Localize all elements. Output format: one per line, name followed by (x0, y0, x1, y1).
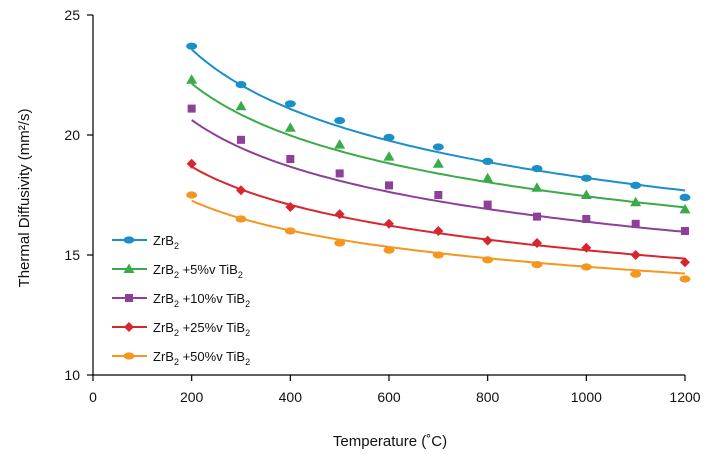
series-5-point (432, 251, 444, 259)
series-5-point (630, 270, 642, 278)
x-axis-label: Temperature (˚C) (333, 433, 447, 450)
x-tick-label: 800 (476, 389, 500, 405)
x-tick-label: 1200 (669, 389, 700, 405)
series-4-point (532, 238, 542, 248)
series-4-point (680, 257, 690, 268)
legend-item-2: ZrB2 +5%v TiB2 (112, 262, 243, 280)
series-3-point (582, 215, 591, 223)
legend-swatch-marker (124, 322, 134, 332)
series-4-point (334, 209, 345, 220)
series-5-point (679, 275, 691, 283)
axes: 0 200 400 600 800 1000 1200 10 15 20 25 (64, 7, 700, 405)
series-2-point (580, 189, 592, 199)
series-1-point (679, 193, 691, 201)
series-2-point (235, 100, 247, 111)
legend-label: ZrB2 +10%v TiB2 (153, 291, 250, 309)
series-3-point (631, 219, 640, 228)
series-5-point (284, 227, 296, 235)
legend: ZrB2 ZrB2 +5%v TiB2 ZrB2 +10%v TiB2 ZrB2 +2… (112, 233, 250, 367)
series-1-trend-line (191, 48, 686, 192)
series-3-point (286, 155, 295, 163)
series-2-point (531, 182, 543, 192)
series-5-point (482, 256, 494, 264)
y-tick-label: 25 (64, 7, 80, 23)
series-1-point (235, 81, 247, 89)
series-5-trend-line (191, 199, 686, 275)
plot-area (186, 42, 691, 283)
series-2-point (679, 203, 691, 214)
series-1 (186, 42, 691, 201)
series-2-point (482, 172, 494, 183)
y-tick-label: 20 (64, 127, 80, 143)
series-3-point (483, 200, 492, 209)
series-2-point (334, 139, 346, 149)
series-2-point (383, 151, 395, 161)
series-3-point (533, 212, 541, 221)
series-3-point (681, 227, 689, 235)
series-5 (186, 191, 691, 283)
series-5-point (186, 191, 198, 199)
legend-label: ZrB2 (153, 233, 179, 251)
x-tick-label: 1000 (571, 389, 602, 405)
x-tick-label: 600 (377, 389, 401, 405)
series-3-point (385, 181, 393, 190)
series-1-point (186, 42, 198, 50)
series-2 (186, 74, 691, 214)
y-tick-label: 10 (64, 367, 80, 383)
series-4-point (482, 235, 493, 246)
series-5-point (580, 263, 592, 271)
legend-label: ZrB2 +50%v TiB2 (153, 349, 250, 367)
series-5-point (531, 261, 543, 269)
legend-item-5: ZrB2 +50%v TiB2 (112, 349, 250, 367)
series-1-point (432, 143, 444, 151)
x-tick-label: 400 (279, 389, 303, 405)
series-2-point (186, 74, 198, 84)
x-tick-label: 200 (180, 389, 204, 405)
y-axis-label: Thermal Diffusivity (mm²/s) (16, 109, 33, 288)
series-1-point (482, 157, 494, 165)
legend-item-1: ZrB2 (112, 233, 179, 251)
series-1-point (284, 100, 296, 108)
series-4-point (630, 250, 641, 260)
series-5-point (235, 215, 247, 223)
series-1-point (580, 174, 592, 182)
series-1-point (383, 133, 395, 141)
series-4-point (384, 218, 394, 229)
legend-swatch-marker (125, 294, 133, 302)
series-1-point (531, 165, 543, 173)
series-2-trend-line (191, 82, 686, 209)
series-3 (187, 104, 689, 235)
legend-swatch-marker (123, 263, 135, 273)
series-1-point (334, 117, 346, 125)
series-4-point (433, 226, 444, 236)
series-3-point (335, 169, 344, 178)
series-4-point (581, 242, 592, 253)
x-tick-label: 0 (89, 389, 97, 405)
series-4-point (186, 158, 197, 169)
series-3-trend-line (191, 119, 686, 233)
series-3-point (434, 191, 443, 199)
series-2-point (284, 122, 296, 132)
series-5-point (383, 246, 395, 254)
series-2-point (432, 158, 444, 168)
legend-label: ZrB2 +5%v TiB2 (153, 262, 243, 280)
legend-item-3: ZrB2 +10%v TiB2 (112, 291, 250, 309)
y-tick-label: 15 (64, 247, 80, 263)
series-1-point (630, 181, 642, 189)
legend-item-4: ZrB2 +25%v TiB2 (112, 320, 250, 338)
series-4 (186, 158, 690, 268)
series-3-point (187, 104, 196, 113)
series-4-point (285, 202, 296, 212)
series-3-point (237, 135, 245, 144)
series-5-point (334, 239, 346, 247)
legend-label: ZrB2 +25%v TiB2 (153, 320, 250, 338)
legend-swatch-marker (123, 236, 135, 244)
series-4-point (236, 185, 246, 196)
series-2-point (630, 196, 642, 207)
legend-swatch-marker (123, 352, 135, 360)
